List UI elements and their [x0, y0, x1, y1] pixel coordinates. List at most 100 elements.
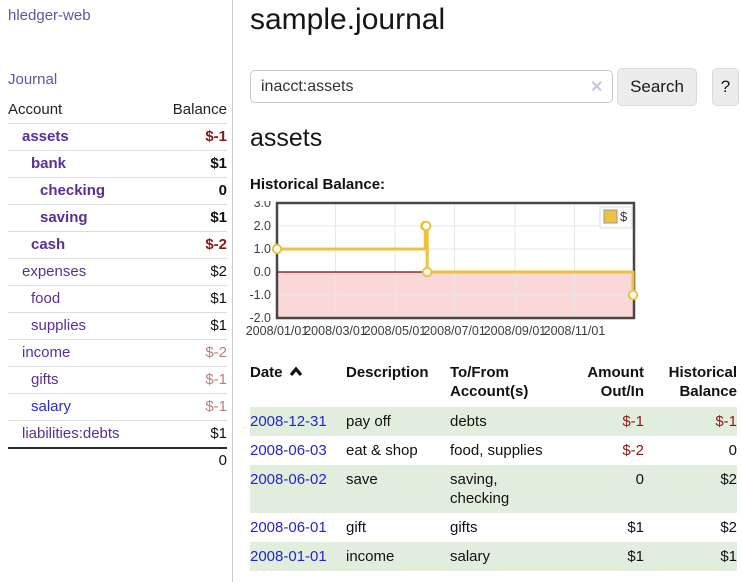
register-row: 2008-01-01 income salary $1 $1 [250, 542, 737, 571]
transaction-date: 2008-06-02 [250, 465, 346, 513]
transaction-amount: $-1 [622, 413, 644, 430]
account-balance: $-1 [205, 398, 227, 415]
transaction-description: eat & shop [346, 442, 418, 459]
account-balance: $1 [210, 155, 227, 172]
balance-column-header: Historical Balance [668, 364, 737, 400]
transaction-balance: $1 [720, 548, 737, 565]
sidebar-item-journal[interactable]: Journal [8, 71, 58, 88]
date-link[interactable]: 2008-06-03 [250, 442, 327, 459]
transaction-description: pay off [346, 413, 391, 430]
account-link[interactable]: gifts [31, 371, 59, 388]
accounts-total-balance: 0 [218, 452, 227, 469]
chart-section-label: Historical Balance: [250, 176, 386, 193]
transaction-description: income [346, 548, 395, 565]
account-cell: gifts [8, 367, 163, 394]
svg-text:-2.0: -2.0 [249, 311, 271, 325]
account-link[interactable]: liabilities:debts [22, 425, 120, 442]
svg-text:2008/11/01: 2008/11/01 [544, 324, 606, 338]
account-cell: saving [8, 205, 163, 232]
register-header-row: Date Description To/From Account(s) Amoun… [250, 361, 737, 407]
page-title: sample.journal [250, 3, 446, 36]
date-link[interactable]: 2008-06-02 [250, 471, 327, 488]
register-row: 2008-12-31 pay off debts $-1 $-1 [250, 407, 737, 436]
search-button[interactable]: Search [617, 68, 697, 106]
register-table: Date Description To/From Account(s) Amoun… [250, 361, 737, 571]
search-input[interactable] [250, 70, 613, 103]
svg-text:1.0: 1.0 [254, 242, 271, 256]
account-column-header: Account [8, 101, 63, 118]
balance-column-header: Balance [172, 101, 227, 118]
account-link[interactable]: salary [31, 398, 72, 415]
svg-text:2008/03/01: 2008/03/01 [304, 324, 367, 338]
help-button[interactable]: ? [712, 68, 739, 106]
transaction-amount: 0 [635, 471, 644, 488]
account-cell: bank [8, 151, 163, 178]
account-link[interactable]: saving [40, 209, 88, 226]
transaction-amount: $-2 [622, 442, 644, 459]
account-balance: $-2 [205, 236, 227, 253]
account-link[interactable]: checking [40, 182, 106, 199]
description-column-header: Description [346, 364, 429, 381]
svg-text:2008/01/01: 2008/01/01 [246, 324, 309, 338]
account-link[interactable]: assets [22, 128, 69, 145]
main-content: sample.journal ✕ Search ? assets Histori… [234, 0, 742, 582]
register-row: 2008-06-01 gift gifts $1 $2 [250, 513, 737, 542]
account-cell: liabilities:debts [8, 421, 163, 449]
total-spacer [8, 448, 163, 474]
account-heading: assets [250, 124, 323, 152]
account-cell: cash [8, 232, 163, 259]
register-row: 2008-06-02 save saving, checking 0 $2 [250, 465, 737, 513]
transaction-accounts: food, supplies [450, 442, 543, 459]
account-balance: $-1 [205, 128, 227, 145]
sort-up-icon [289, 363, 303, 382]
date-link[interactable]: 2008-06-01 [250, 519, 327, 536]
account-row: income $-2 [8, 339, 227, 367]
account-cell: food [8, 286, 163, 313]
svg-text:0.0: 0.0 [254, 265, 271, 279]
transaction-accounts: gifts [450, 519, 478, 536]
account-link[interactable]: income [22, 344, 71, 361]
account-balance: $1 [210, 317, 227, 334]
account-row: food $1 [8, 285, 227, 313]
account-link[interactable]: expenses [22, 263, 87, 280]
account-link[interactable]: supplies [31, 317, 87, 334]
account-cell: supplies [8, 313, 163, 340]
transaction-accounts: saving, checking [450, 471, 510, 507]
account-link[interactable]: cash [31, 236, 66, 253]
accounts-total-row: 0 [8, 448, 227, 474]
transaction-balance: 0 [728, 442, 737, 459]
search-form: ✕ Search ? [250, 68, 742, 106]
transaction-amount: $1 [627, 548, 644, 565]
transaction-description: gift [346, 519, 367, 536]
transaction-accounts: debts [450, 413, 487, 430]
date-link[interactable]: 2008-01-01 [250, 548, 327, 565]
account-link[interactable]: bank [31, 155, 67, 172]
account-link[interactable]: food [31, 290, 61, 307]
account-balance: $2 [210, 263, 227, 280]
account-cell: expenses [8, 259, 163, 286]
svg-text:2008/09/01: 2008/09/01 [484, 324, 547, 338]
account-row: assets $-1 [8, 123, 227, 151]
chart-svg: $3.0 2.0 1.0 0.0 -1.0 -2.02008/01/012008/03/0… [246, 196, 639, 338]
app-title-link[interactable]: hledger-web [8, 7, 91, 24]
account-row: checking 0 [8, 177, 227, 205]
svg-text:2008/05/01: 2008/05/01 [364, 324, 427, 338]
transaction-accounts: salary [450, 548, 491, 565]
account-cell: income [8, 340, 163, 367]
transaction-balance: $-1 [715, 413, 737, 430]
accounts-tree-table: Account Balance assets $-1 bank $1 check… [8, 97, 227, 474]
account-balance: $1 [210, 425, 227, 442]
amount-column-header: Amount Out/In [587, 364, 644, 400]
account-cell: checking [8, 178, 163, 205]
register-row: 2008-06-03 eat & shop food, supplies $-2… [250, 436, 737, 465]
svg-text:$: $ [620, 209, 628, 224]
date-column-header[interactable]: Date [250, 361, 346, 407]
transaction-date: 2008-12-31 [250, 407, 346, 436]
clear-search-icon[interactable]: ✕ [590, 79, 604, 96]
account-balance: $1 [210, 290, 227, 307]
accounts-column-header: To/From Account(s) [450, 364, 529, 400]
svg-text:3.0: 3.0 [254, 201, 271, 210]
date-link[interactable]: 2008-12-31 [250, 413, 327, 430]
historical-balance-chart: $3.0 2.0 1.0 0.0 -1.0 -2.0 2008/01/01 2008/03/0… [241, 196, 641, 343]
sidebar: hledger-web Journal Account Balance asse… [0, 0, 233, 582]
